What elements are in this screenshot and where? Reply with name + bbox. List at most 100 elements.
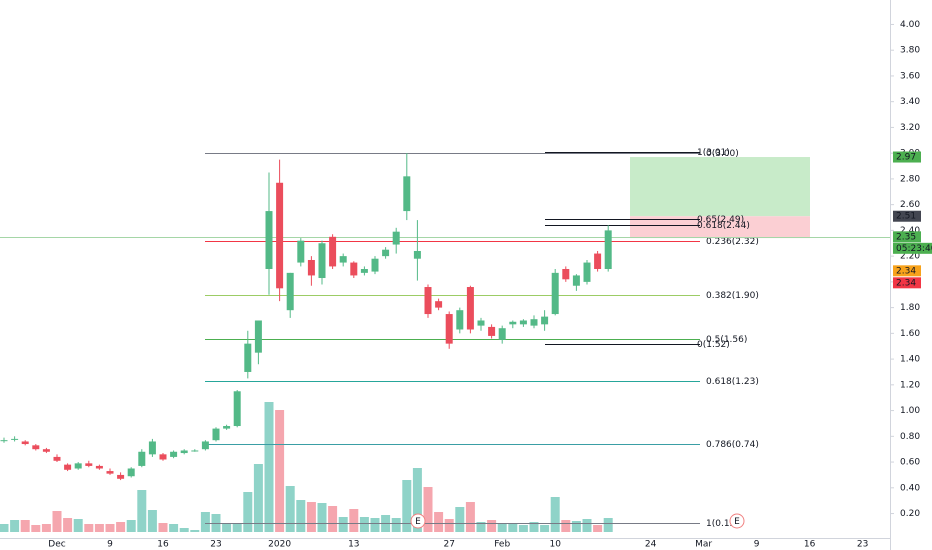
y-tick-label: 3.40 (900, 97, 920, 107)
volume-bar (20, 520, 30, 532)
candle-body (466, 287, 474, 330)
volume-bar (179, 528, 189, 532)
volume-bar (550, 497, 560, 532)
candle-body (307, 259, 315, 276)
countdown-badge (893, 242, 932, 254)
volume-bar (476, 522, 486, 532)
earnings-marker-label: E (734, 517, 740, 527)
x-tick-label: 9 (754, 540, 760, 550)
volume-bar (169, 524, 179, 532)
y-tick-label: 2.60 (900, 200, 920, 210)
volume-bar (497, 523, 507, 532)
volume-bar (105, 524, 115, 532)
earnings-marker (729, 513, 745, 529)
candle-body (572, 275, 580, 286)
volume-bar (126, 520, 136, 532)
candle-body (562, 269, 570, 280)
volume-bar (253, 464, 263, 532)
volume-bar (370, 518, 380, 532)
fib-label: 0(3.00) (706, 149, 739, 159)
fib-label: 1(3.01) (697, 148, 730, 158)
candle-body (127, 468, 135, 477)
volume-bar (487, 520, 497, 532)
volume-bar (158, 523, 168, 532)
candle-body (32, 445, 40, 450)
candle-body (286, 272, 294, 311)
candle-body (445, 314, 453, 344)
y-tick-label: 1.00 (900, 406, 920, 416)
candle-body (233, 391, 241, 427)
y-tick-label: 1.80 (900, 303, 920, 313)
candle-body (106, 471, 114, 474)
candle-body (244, 343, 252, 372)
candle-body (339, 256, 347, 263)
y-tick-label: 2.20 (900, 252, 920, 262)
volume-bar (444, 519, 454, 532)
volume-bar (593, 525, 603, 532)
y-tick-label: 1.40 (900, 355, 920, 365)
price-badge (893, 265, 921, 277)
candle-body (477, 320, 485, 326)
price-badge (893, 151, 921, 163)
volume-bar (41, 524, 51, 532)
candle-body (392, 231, 400, 245)
fib-label: 0.786(0.74) (706, 440, 759, 450)
candle-body (594, 253, 602, 269)
candle-body (498, 328, 506, 340)
candle-body (64, 464, 72, 470)
volume-bar (434, 512, 444, 532)
candle-body (530, 319, 538, 326)
candle-body (382, 249, 390, 257)
position-loss-zone (630, 216, 810, 239)
candle-body (360, 269, 368, 273)
fib-label: 0.5(1.56) (706, 335, 747, 345)
y-tick-label: 2.40 (900, 226, 920, 236)
fib-label: 0.382(1.90) (706, 291, 759, 301)
x-tick-label: 16 (804, 540, 816, 550)
x-tick-label: 10 (549, 540, 561, 550)
price-badge-label: 2.97 (896, 153, 916, 163)
volume-bar (306, 502, 316, 532)
candle-body (180, 450, 188, 454)
x-tick-label: 23 (210, 540, 221, 550)
volume-bar (285, 486, 295, 532)
candle-body (265, 211, 273, 269)
fib-label: 0.65(2.49) (697, 215, 744, 225)
volume-bar (84, 524, 94, 532)
candle-body (0, 440, 8, 442)
price-badge (893, 231, 921, 243)
volume-bar (296, 500, 306, 532)
y-tick-label: 3.20 (900, 123, 920, 133)
volume-bar (412, 468, 422, 532)
candle-body (371, 258, 379, 272)
candle-body (413, 250, 421, 259)
candle-body (403, 176, 411, 212)
earnings-marker-label: E (415, 517, 421, 527)
earnings-marker (410, 513, 426, 529)
volume-bar (540, 525, 550, 532)
volume-bar (232, 524, 242, 532)
volume-bar (328, 506, 338, 532)
x-tick-label: 27 (443, 540, 454, 550)
volume-bar (338, 517, 348, 532)
volume-bar (10, 520, 20, 532)
fib-label: 0(1.52) (697, 340, 730, 350)
candle-body (201, 441, 209, 450)
volume-bar (402, 480, 412, 532)
candle-body (138, 451, 146, 466)
candle-body (95, 465, 103, 469)
candle-body (541, 316, 549, 325)
candle-body (159, 454, 167, 460)
candle-body (583, 262, 591, 282)
candle-body (117, 474, 125, 479)
candle-body (456, 310, 464, 330)
candle-body (350, 262, 358, 276)
candle-body (329, 236, 337, 267)
volume-bar (529, 522, 539, 532)
x-tick-label: Feb (494, 540, 510, 550)
volume-bar (0, 524, 9, 532)
countdown-label: 05:23:40 (896, 244, 932, 254)
y-tick-label: 4.00 (900, 20, 920, 30)
candle-body (170, 451, 178, 457)
